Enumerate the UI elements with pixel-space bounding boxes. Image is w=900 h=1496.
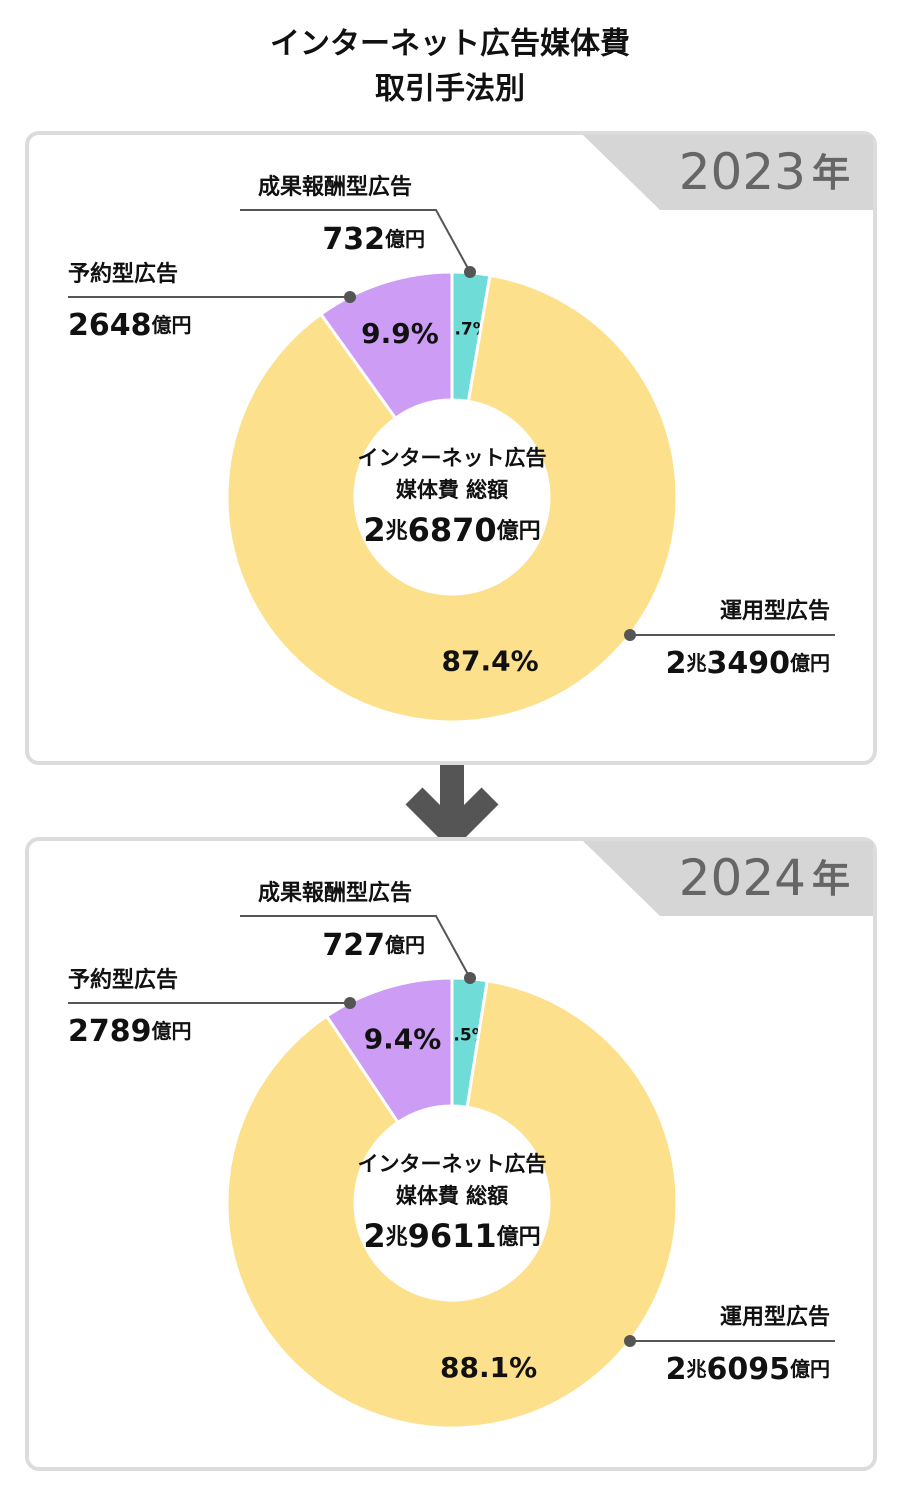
down-arrow xyxy=(405,754,499,851)
center-label: 媒体費 総額 xyxy=(396,478,508,502)
leader-dot xyxy=(464,972,476,984)
category-label: 予約型広告 xyxy=(68,967,178,993)
year-label: 2023 年 xyxy=(679,143,850,201)
year-unit: 年 xyxy=(812,857,850,901)
amount: 2兆3490億円 xyxy=(666,646,830,681)
segment-label: 9.4% xyxy=(364,1022,442,1055)
category-label: 運用型広告 xyxy=(720,598,830,624)
leader-line xyxy=(240,209,471,273)
leader-dot xyxy=(624,629,636,641)
year: 2024 xyxy=(679,849,806,907)
year: 2023 xyxy=(679,143,806,201)
amount-number: 3490 xyxy=(707,646,791,681)
amount-number: 2 xyxy=(363,511,385,549)
amount: 2兆6870億円 xyxy=(363,511,540,549)
amount-unit: 兆 xyxy=(386,1225,408,1250)
amount-unit: 億円 xyxy=(790,1357,830,1381)
year-tab xyxy=(583,841,873,916)
year-unit: 年 xyxy=(812,151,850,195)
amount-unit: 億円 xyxy=(152,1019,192,1043)
amount: 2648億円 xyxy=(68,308,192,343)
category-label: 成果報酬型広告 xyxy=(258,880,412,906)
amount-number: 2648 xyxy=(68,308,152,343)
category-label: 成果報酬型広告 xyxy=(258,174,412,200)
leader-dot xyxy=(344,997,356,1009)
amount: 2789億円 xyxy=(68,1014,192,1049)
amount-unit: 億円 xyxy=(497,1224,541,1250)
amount-unit: 億円 xyxy=(152,313,192,337)
title-line: インターネット広告媒体費 xyxy=(270,27,630,62)
donut-segment xyxy=(225,979,679,1430)
leader-dot xyxy=(624,1335,636,1347)
center-label: 媒体費 総額 xyxy=(396,1184,508,1208)
amount-unit: 億円 xyxy=(497,518,541,544)
leader-line xyxy=(240,915,471,979)
amount-number: 6095 xyxy=(707,1352,791,1387)
amount: 2兆6095億円 xyxy=(666,1352,830,1387)
segment-label: 88.1% xyxy=(440,1351,537,1384)
category-label: 運用型広告 xyxy=(720,1304,830,1330)
donut-segment xyxy=(225,273,679,724)
amount: 732億円 xyxy=(322,222,425,257)
amount-unit: 億円 xyxy=(790,651,830,675)
amount-number: 2 xyxy=(666,646,687,681)
amount-number: 732 xyxy=(322,222,385,257)
leader-dot xyxy=(464,266,476,278)
leader-dot xyxy=(344,291,356,303)
category-label: 予約型広告 xyxy=(68,261,178,287)
amount-unit: 億円 xyxy=(385,933,425,957)
segment-label: 9.9% xyxy=(361,317,439,350)
amount-number: 2789 xyxy=(68,1014,152,1049)
segment-label: 87.4% xyxy=(442,645,539,678)
donut-segment xyxy=(324,976,454,1125)
amount-number: 6870 xyxy=(408,511,497,549)
arrow-head xyxy=(405,787,499,851)
amount-unit: 億円 xyxy=(385,227,425,251)
year-tab xyxy=(583,135,873,210)
center-label: インターネット広告 xyxy=(358,1152,547,1176)
panel xyxy=(25,837,877,1471)
amount-unit: 兆 xyxy=(687,651,707,675)
center-label: インターネット広告 xyxy=(358,446,547,470)
title-line: 取引手法別 xyxy=(375,72,525,107)
amount: 727億円 xyxy=(322,928,425,963)
panel xyxy=(25,131,877,765)
amount-number: 727 xyxy=(322,928,385,963)
amount-number: 2 xyxy=(363,1217,385,1255)
year-label: 2024 年 xyxy=(679,849,850,907)
amount-unit: 兆 xyxy=(687,1357,707,1381)
amount-unit: 兆 xyxy=(386,519,408,544)
amount: 2兆9611億円 xyxy=(363,1217,540,1255)
amount-number: 9611 xyxy=(408,1217,497,1255)
segment-label: 2.7% xyxy=(443,320,490,340)
amount-number: 2 xyxy=(666,1352,687,1387)
